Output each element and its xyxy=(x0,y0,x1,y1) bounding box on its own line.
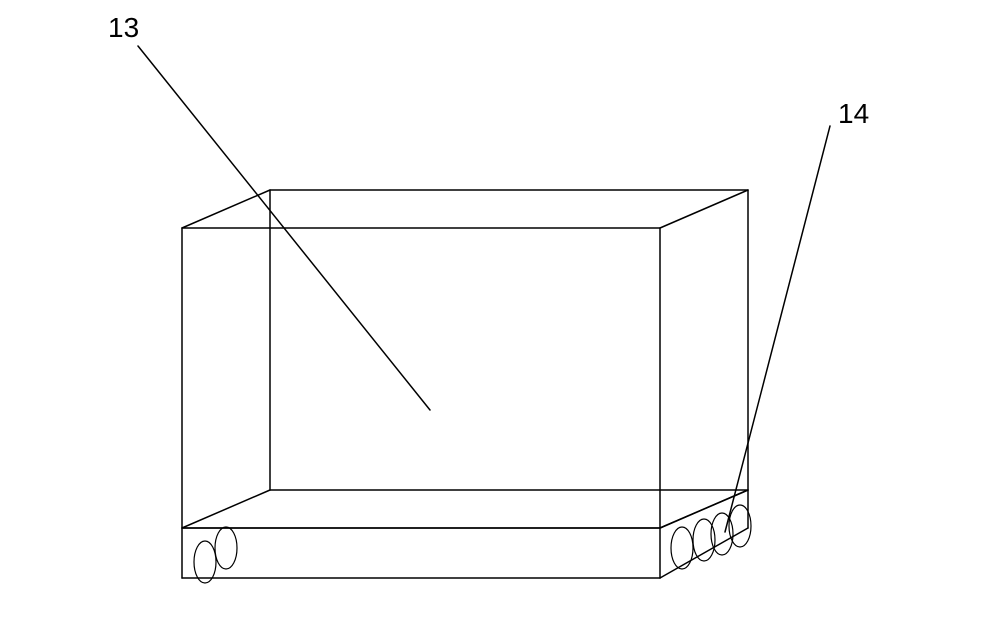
label-13: 13 xyxy=(108,12,139,44)
technical-drawing xyxy=(0,0,1000,643)
label-14: 14 xyxy=(838,98,869,130)
